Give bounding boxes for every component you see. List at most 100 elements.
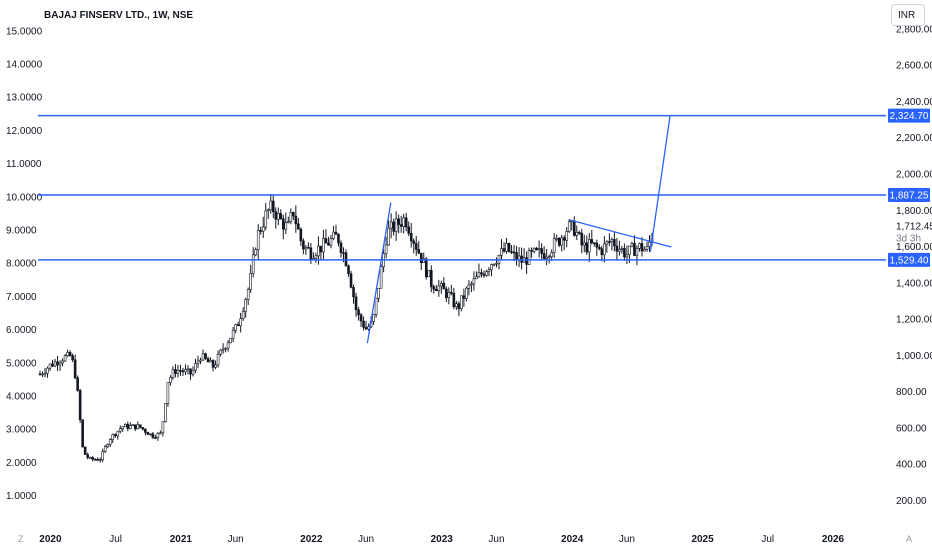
candle-body [412, 240, 416, 244]
candle-body [389, 221, 393, 229]
candle-body [455, 303, 458, 308]
candle-body [409, 233, 413, 242]
candle-body [224, 347, 227, 350]
candle-body [419, 252, 423, 264]
time-axis-tick: Jul [761, 534, 774, 545]
level-price-badge [888, 252, 930, 267]
candle-body [352, 287, 355, 298]
candle-body [532, 247, 536, 252]
candle-body [502, 248, 506, 252]
trendline[interactable] [649, 116, 671, 252]
candle-body [144, 428, 147, 433]
candle-body [550, 252, 553, 257]
candle-body [78, 390, 82, 421]
candle-body [540, 248, 543, 254]
candle-body [492, 263, 496, 266]
candle-body [234, 324, 237, 331]
currency-selector[interactable]: INR [891, 4, 925, 26]
candle-body [292, 211, 295, 217]
candle-body [159, 432, 162, 435]
candle-body [171, 369, 175, 378]
candle-body [297, 223, 300, 230]
candle-body [63, 355, 67, 362]
candle-body [424, 258, 428, 278]
candle-body [221, 348, 225, 351]
candle-body [645, 246, 649, 250]
candle-body [201, 353, 205, 361]
candle-body [264, 210, 268, 228]
candle-body [450, 291, 453, 294]
candle-body [98, 459, 102, 461]
candle-body [246, 289, 250, 300]
left-axis[interactable]: 15.0000 14.0000 13.0000 12.0000 11.0000 10.00… [6, 26, 43, 502]
candle-body [535, 247, 538, 250]
candle-body [194, 363, 197, 371]
corner-left-label: Z [18, 534, 24, 544]
candle-body [334, 231, 338, 235]
candle-body [271, 200, 275, 212]
candle-body [575, 232, 579, 236]
time-axis-tick: 2021 [170, 534, 193, 545]
candle-body [204, 353, 207, 359]
corner-right-label[interactable]: A [906, 534, 912, 544]
candle-body [580, 232, 584, 246]
candle-body [166, 382, 170, 404]
candle-body [603, 243, 606, 256]
right-axis[interactable]: 2,800.00 2,600.00 2,400.00 2,200.00 2,000.00… [896, 24, 932, 506]
candle-body [490, 264, 493, 271]
candle-body [362, 320, 365, 328]
candle-body [445, 288, 448, 299]
candle-body [588, 239, 591, 253]
candle-body [128, 425, 132, 429]
candle-body [281, 218, 285, 230]
candle-body [108, 439, 112, 445]
candle-body [620, 248, 624, 250]
candle-body [537, 248, 541, 250]
candle-body [161, 421, 165, 434]
candle-body [71, 355, 74, 361]
candle-body [211, 360, 215, 368]
candle-body [635, 248, 639, 256]
candle-body [545, 256, 548, 259]
candle-body [83, 446, 87, 455]
candle-body [432, 286, 436, 290]
right-axis-tick: 2,600.00 [896, 61, 932, 72]
candle-body [269, 200, 273, 211]
trendline[interactable] [569, 219, 672, 248]
candle-body [485, 271, 488, 276]
left-axis-tick: 5.0000 [6, 358, 37, 369]
candle-body [41, 373, 44, 376]
candle-body [76, 377, 79, 391]
candle-body [329, 238, 333, 246]
candle-body [630, 243, 634, 247]
candle-body [66, 352, 69, 357]
time-axis[interactable]: 2020 Jul 2021 Jun 2022 Jun 2023 Jun 2024 Jun 2025 J… [39, 534, 844, 545]
drawings[interactable] [38, 114, 886, 344]
candle-body [123, 424, 127, 428]
candle-body [608, 241, 611, 243]
trendline[interactable] [366, 202, 392, 344]
candle-body [199, 359, 202, 362]
candle-body [633, 243, 636, 256]
right-axis-tick: 1,400.00 [896, 278, 932, 289]
candle-body [440, 282, 443, 287]
candle-body [339, 242, 343, 253]
candle-body [56, 361, 59, 366]
candle-body [73, 359, 77, 379]
candle-body [429, 270, 433, 288]
candle-body [452, 293, 456, 308]
candles [38, 194, 654, 463]
candle-body [191, 369, 195, 375]
candle-body [314, 255, 318, 259]
time-axis-tick: 2024 [561, 534, 584, 545]
candle-body [643, 249, 646, 252]
level-price-label: 2,324.70 [890, 111, 929, 122]
candle-body [113, 434, 117, 437]
candle-body [149, 433, 152, 436]
candle-body [530, 249, 533, 252]
candle-body [324, 238, 328, 244]
left-axis-tick: 12.0000 [6, 126, 43, 137]
candle-body [259, 230, 263, 232]
candle-body [174, 369, 177, 374]
